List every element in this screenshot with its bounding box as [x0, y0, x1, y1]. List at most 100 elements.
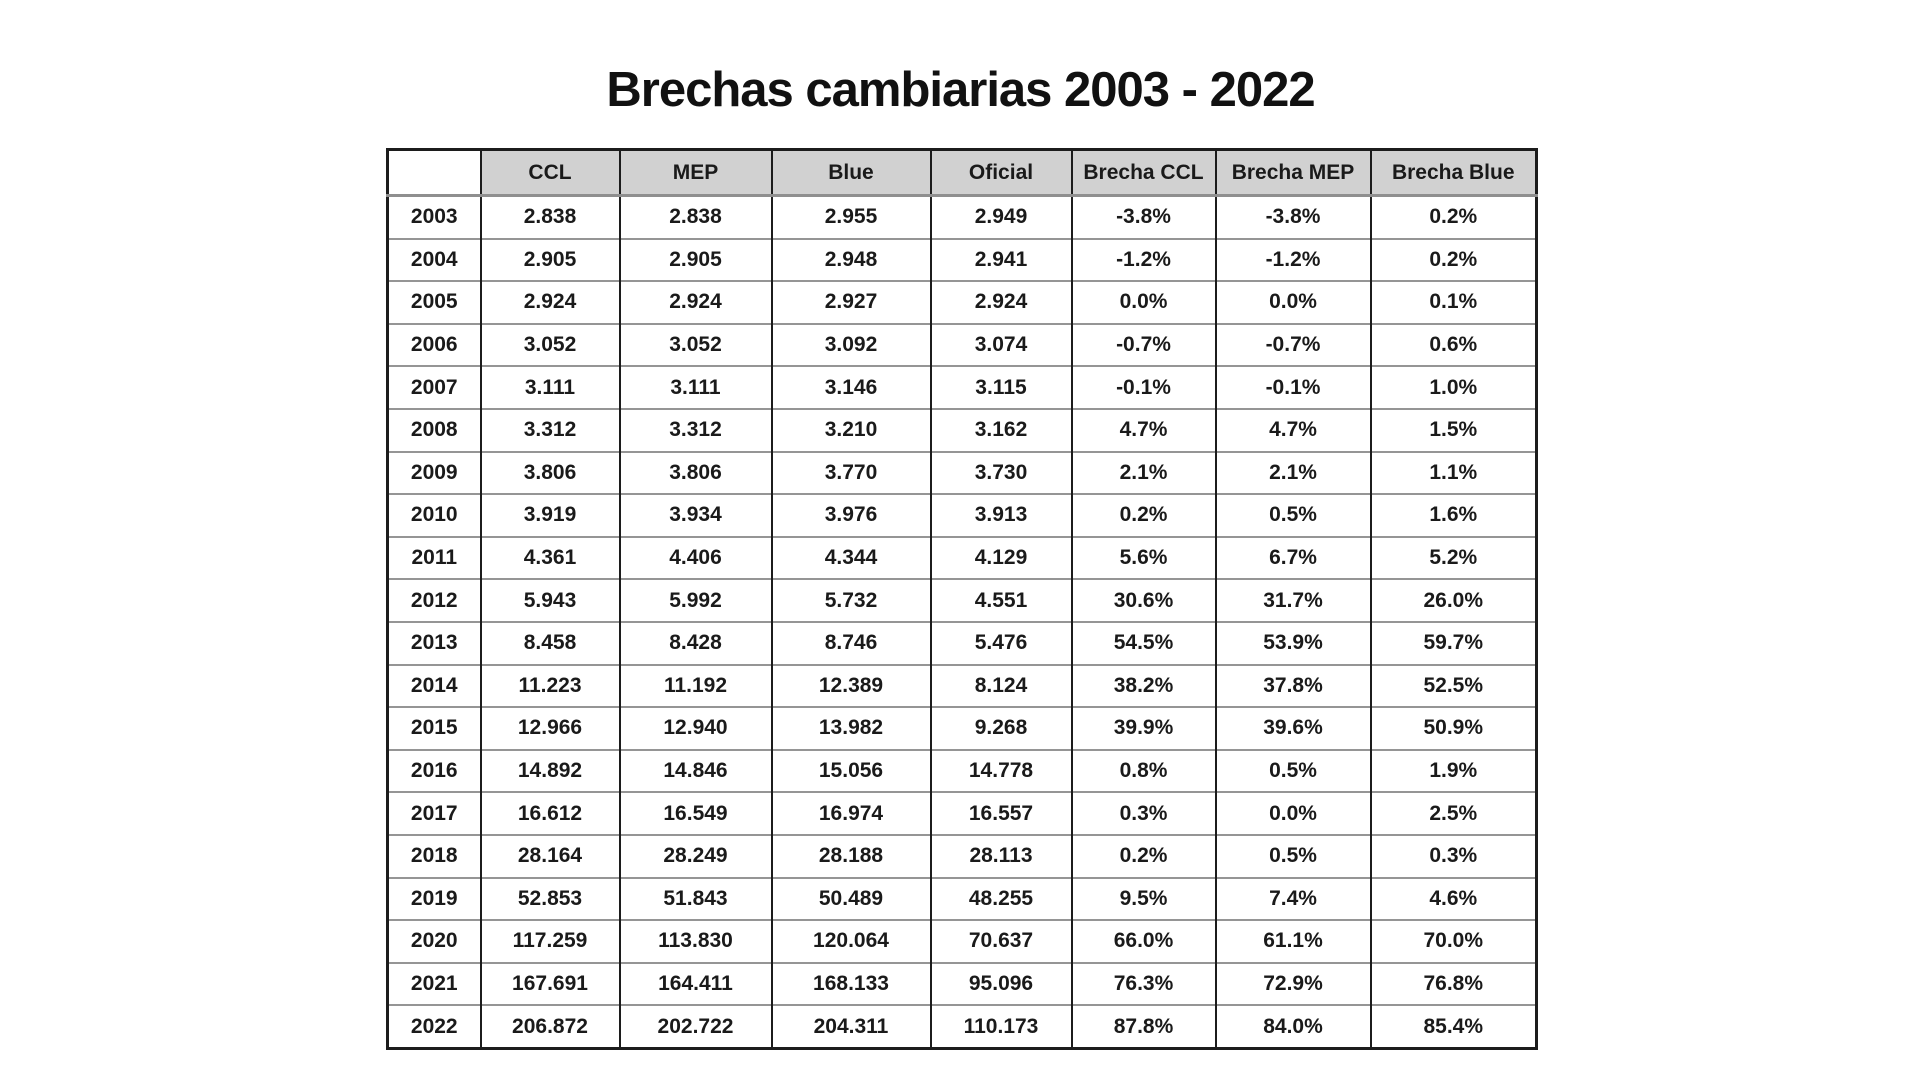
value-cell: 3.074 — [929, 322, 1072, 367]
value-cell: 84.0% — [1214, 1004, 1371, 1049]
value-cell: 1.9% — [1369, 748, 1537, 793]
value-cell: 168.133 — [770, 961, 931, 1006]
value-cell: 0.0% — [1214, 280, 1371, 324]
year-cell: 2007 — [387, 365, 481, 409]
value-cell: 76.8% — [1369, 961, 1537, 1006]
value-cell: 66.0% — [1070, 919, 1216, 963]
value-cell: 3.770 — [770, 450, 931, 495]
value-cell: 12.389 — [770, 663, 931, 708]
year-cell: 2021 — [387, 961, 481, 1006]
value-cell: 50.9% — [1369, 706, 1537, 750]
value-cell: 38.2% — [1070, 663, 1216, 708]
value-cell: 2.955 — [770, 195, 931, 239]
value-cell: 51.843 — [618, 876, 772, 921]
year-cell: 2022 — [387, 1004, 481, 1049]
value-cell: 3.806 — [479, 450, 620, 495]
value-cell: 26.0% — [1369, 578, 1537, 622]
value-cell: 9.268 — [929, 706, 1072, 750]
value-cell: 11.192 — [618, 663, 772, 708]
year-cell: 2003 — [410, 205, 458, 229]
value-cell: 120.064 — [770, 919, 931, 963]
column-header: Brecha CCL — [1070, 149, 1216, 197]
value-cell: 70.0% — [1369, 919, 1537, 963]
value-cell: 16.612 — [479, 791, 620, 835]
value-cell: 3.162 — [929, 407, 1072, 452]
value-cell: 164.411 — [618, 961, 772, 1006]
value-cell: 2.927 — [770, 280, 931, 324]
year-cell: 2008 — [387, 407, 481, 452]
value-cell: 4.7% — [1070, 407, 1216, 452]
value-cell: 2.949 — [929, 195, 1072, 239]
value-cell: -3.8% — [1070, 195, 1216, 239]
year-cell: 2004 — [387, 237, 481, 282]
value-cell: 0.6% — [1369, 322, 1537, 367]
table-row: 2015 12.966 12.940 13.982 9.268 39.9% 39.6% 50.… — [387, 706, 1537, 750]
column-header: Brecha Blue — [1369, 149, 1537, 197]
table-header: CCL MEP Blue Oficial Brecha CCL Brecha MEP Bre… — [387, 149, 1537, 197]
value-cell: 4.129 — [929, 535, 1072, 580]
value-cell: 5.2% — [1369, 535, 1537, 580]
value-cell: 52.5% — [1369, 663, 1537, 708]
value-cell: 0.2% — [1070, 833, 1216, 878]
value-cell: 1.5% — [1369, 407, 1537, 452]
table-row: 2017 16.612 16.549 16.974 16.557 0.3% 0.0% 2.5% — [387, 791, 1537, 835]
value-cell: 5.732 — [770, 578, 931, 622]
value-cell: 0.8% — [1070, 748, 1216, 793]
value-cell: 54.5% — [1070, 620, 1216, 665]
value-cell: 3.111 — [618, 365, 772, 409]
page-title: Brechas cambiarias 2003 - 2022 — [606, 63, 1315, 117]
table-row: 2019 52.853 51.843 50.489 48.255 9.5% 7.4% 4.6% — [387, 876, 1537, 921]
value-cell: 28.113 — [929, 833, 1072, 878]
year-cell: 2012 — [387, 578, 481, 622]
value-cell: 12.940 — [618, 706, 772, 750]
year-cell: 2018 — [387, 833, 481, 878]
value-cell: 3.730 — [929, 450, 1072, 495]
value-cell: 3.312 — [479, 407, 620, 452]
year-cell: 2017 — [387, 791, 481, 835]
value-cell: 3.312 — [618, 407, 772, 452]
table-row: 2022 206.872 202.722 204.311 110.173 87.8% 84.… — [387, 1004, 1537, 1049]
table-row: 2003 2.838 2.838 2.955 2.949 -3.8% -3.8% 0.2% — [388, 195, 1537, 239]
column-header: Oficial — [929, 149, 1072, 197]
table-row: 2008 3.312 3.312 3.210 3.162 4.7% 4.7% 1.5% — [387, 407, 1537, 452]
value-cell: 0.0% — [1214, 791, 1371, 835]
value-cell: 0.5% — [1214, 493, 1371, 537]
table-row: 2010 3.919 3.934 3.976 3.913 0.2% 0.5% 1.6% — [387, 493, 1537, 537]
value-cell: 52.853 — [479, 876, 620, 921]
value-cell: 70.637 — [929, 919, 1072, 963]
value-cell: 3.210 — [770, 407, 931, 452]
year-cell: 2013 — [387, 620, 481, 665]
table-row: 2009 3.806 3.806 3.770 3.730 2.1% 2.1% 1.1% — [387, 450, 1537, 495]
value-cell: 8.428 — [618, 620, 772, 665]
value-cell: 0.5% — [1214, 748, 1371, 793]
column-header: MEP — [618, 149, 772, 197]
year-cell: 2006 — [387, 322, 481, 367]
value-cell: 2.838 — [618, 195, 772, 239]
table-row: 2018 28.164 28.249 28.188 28.113 0.2% 0.5% 0.3% — [387, 833, 1537, 878]
value-cell: 4.406 — [618, 535, 772, 580]
table-row: 2014 11.223 11.192 12.389 8.124 38.2% 37.8% 52.… — [387, 663, 1537, 708]
value-cell: 3.934 — [618, 493, 772, 537]
column-header: Blue — [770, 149, 931, 197]
value-cell: 3.919 — [479, 493, 620, 537]
value-cell: 4.6% — [1369, 876, 1537, 921]
value-cell: 3.146 — [770, 365, 931, 409]
table-row: 2004 2.905 2.905 2.948 2.941 -1.2% -1.2% 0.2% — [387, 237, 1537, 282]
value-cell: 206.872 — [479, 1004, 620, 1049]
value-cell: 14.778 — [929, 748, 1072, 793]
value-cell: 15.056 — [770, 748, 931, 793]
value-cell: 2.905 — [479, 237, 620, 282]
table-row: 2005 2.924 2.924 2.927 2.924 0.0% 0.0% 0.1% — [387, 280, 1537, 324]
year-cell: 2009 — [387, 450, 481, 495]
year-cell: 2016 — [387, 748, 481, 793]
value-cell: 28.249 — [618, 833, 772, 878]
value-cell: -0.7% — [1070, 322, 1216, 367]
value-cell: 76.3% — [1070, 961, 1216, 1006]
value-cell: 48.255 — [929, 876, 1072, 921]
value-cell: 0.0% — [1070, 280, 1216, 324]
value-cell: 28.164 — [479, 833, 620, 878]
value-cell: 11.223 — [479, 663, 620, 708]
value-cell: 31.7% — [1214, 578, 1371, 622]
value-cell: 2.948 — [770, 237, 931, 282]
value-cell: 0.1% — [1369, 280, 1537, 324]
